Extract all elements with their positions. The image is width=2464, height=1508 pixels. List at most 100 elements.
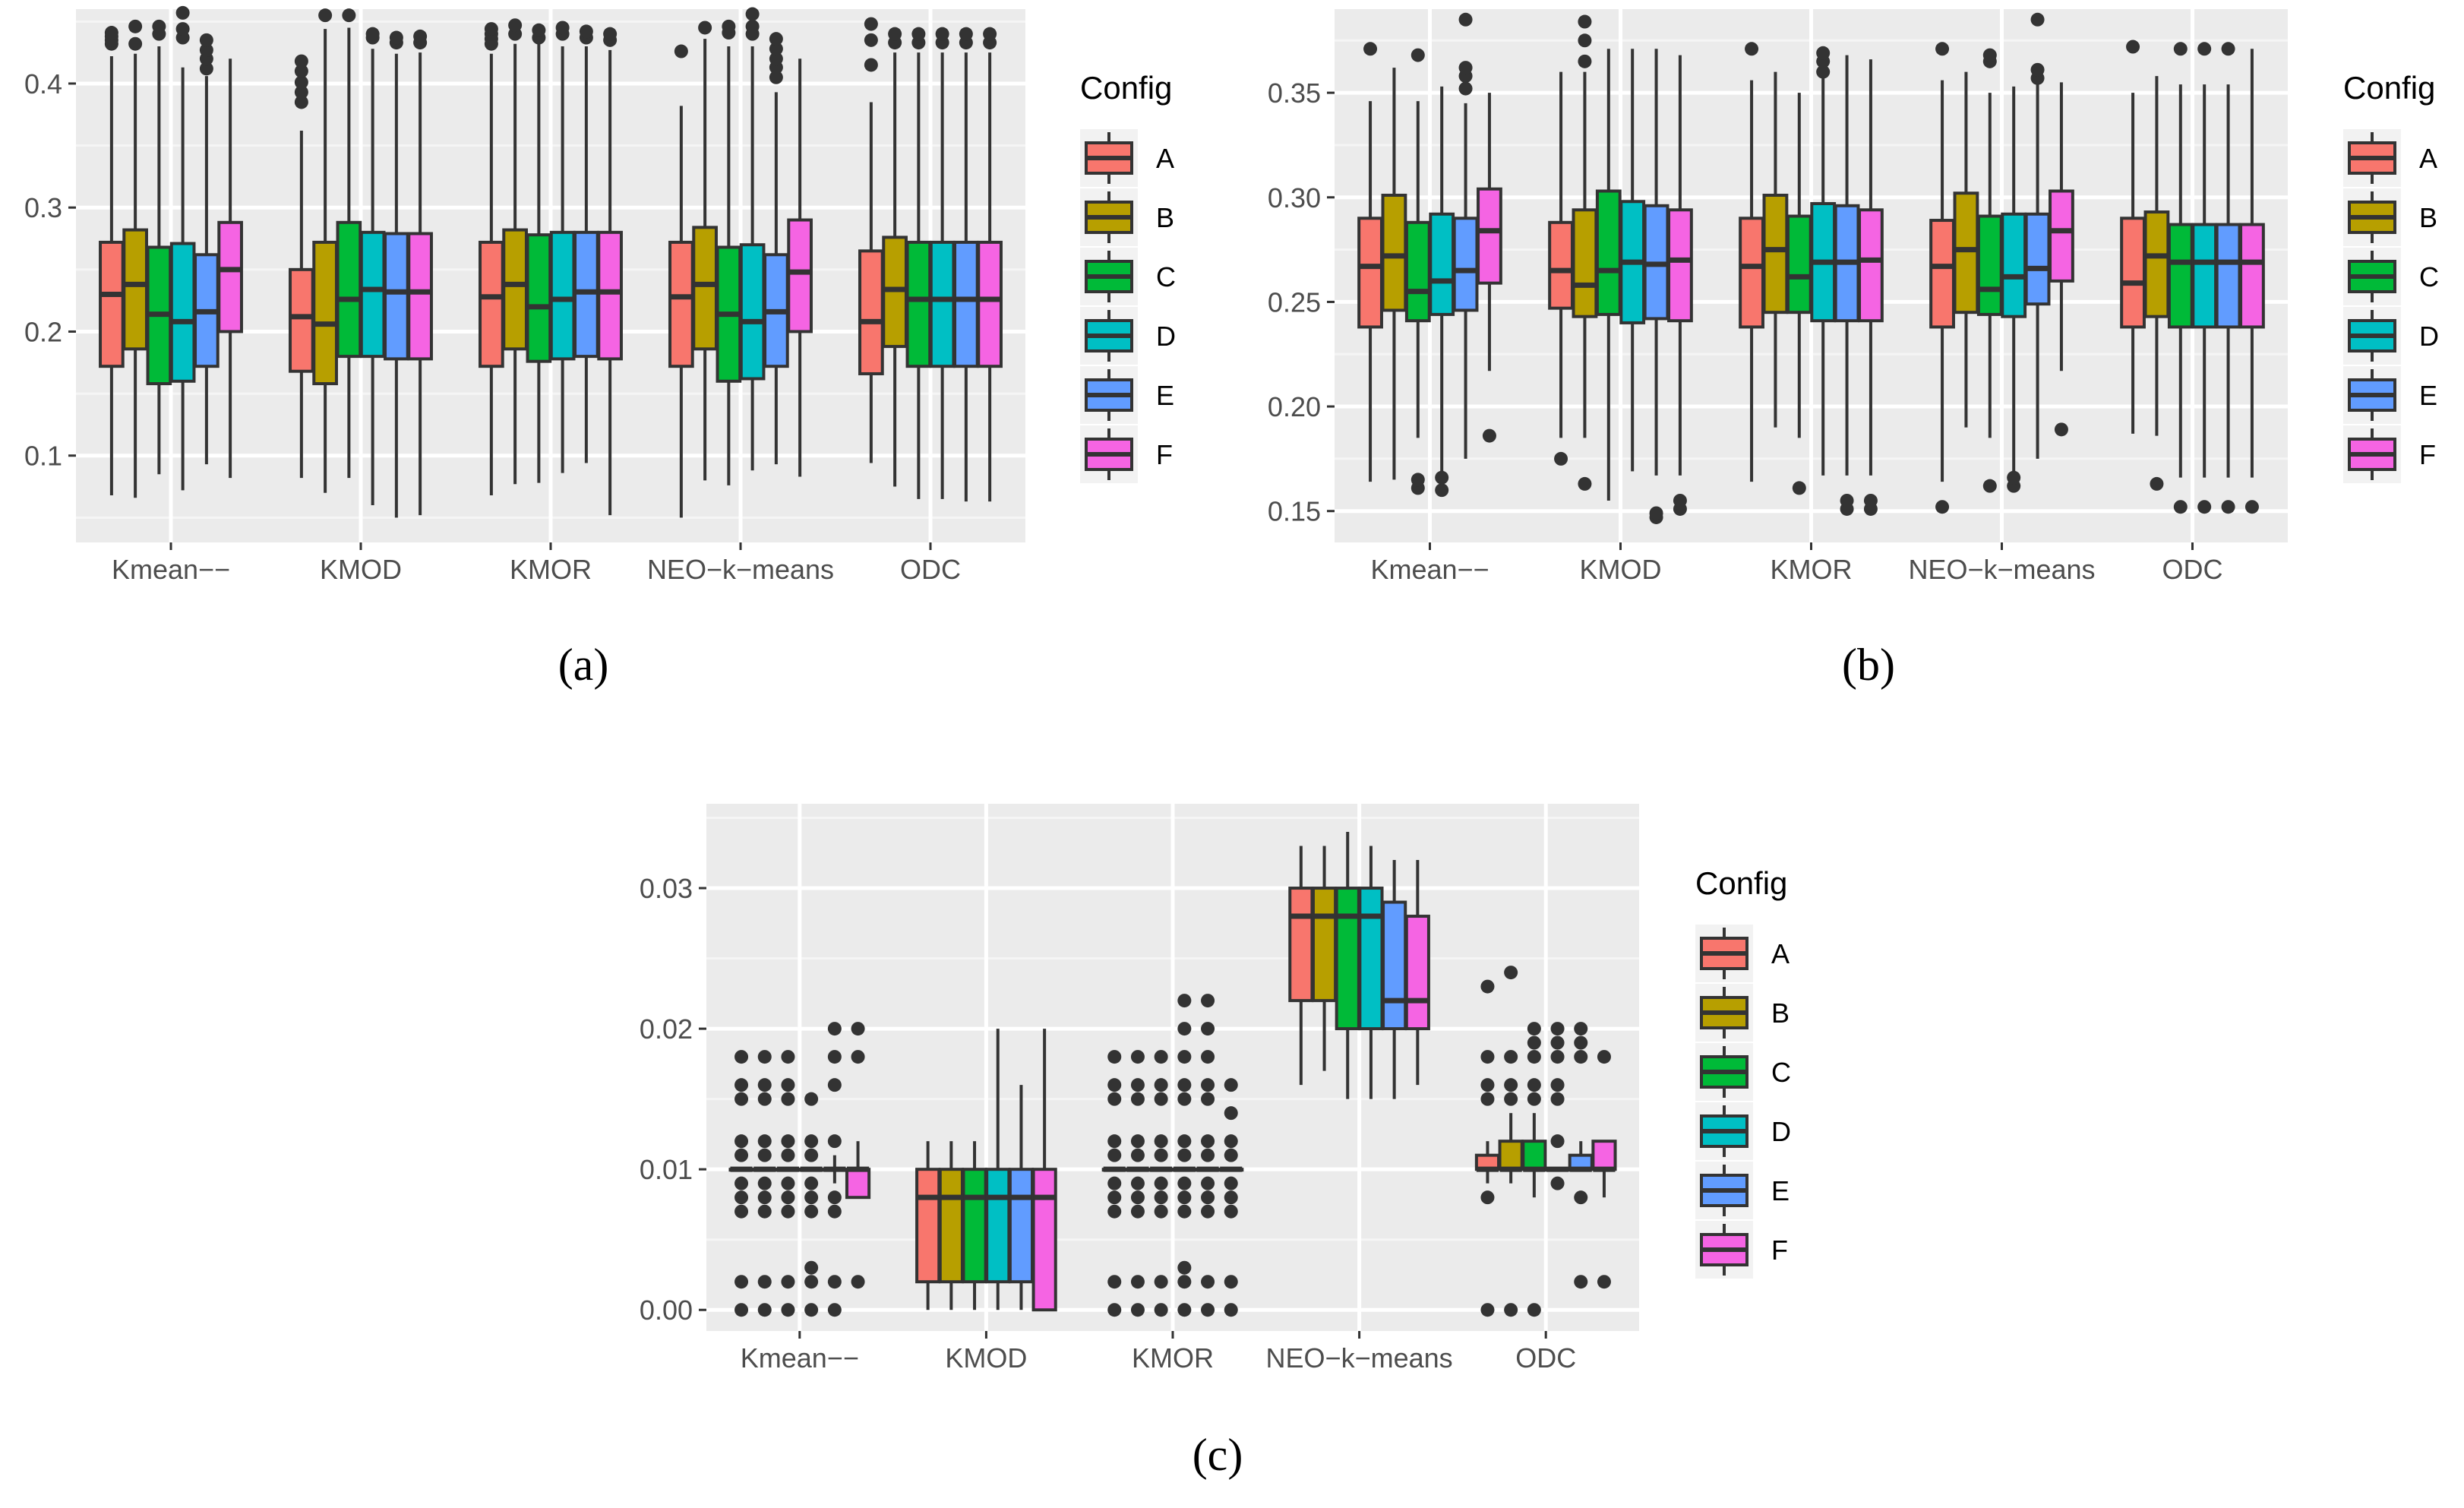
legend-label: A bbox=[1771, 938, 1790, 969]
legend-label: E bbox=[1771, 1175, 1790, 1206]
outlier-point bbox=[1480, 1303, 1495, 1317]
box-body bbox=[2049, 189, 2074, 283]
outlier-point bbox=[781, 1092, 795, 1106]
box-B-ODC bbox=[882, 27, 908, 487]
box-A-KMOR bbox=[1739, 42, 1764, 482]
outlier-point bbox=[1177, 1078, 1192, 1092]
outlier-point bbox=[1130, 1148, 1145, 1162]
outlier-point bbox=[1574, 1190, 1588, 1205]
outlier-point bbox=[2173, 500, 2188, 514]
outlier-point bbox=[318, 8, 333, 23]
outlier-point bbox=[734, 1078, 749, 1092]
box-B-KMOR bbox=[1125, 1050, 1151, 1317]
box-B-KMOD bbox=[938, 1141, 964, 1310]
outlier-point bbox=[2030, 12, 2045, 27]
outlier-point bbox=[769, 70, 783, 84]
outlier-point bbox=[1527, 1035, 1541, 1050]
outlier-point bbox=[1574, 1275, 1588, 1289]
outlier-point bbox=[1982, 48, 1997, 62]
outlier-point bbox=[1201, 1022, 1215, 1036]
outlier-point bbox=[294, 54, 308, 68]
box-body bbox=[1521, 1140, 1547, 1171]
box-A-ODC bbox=[1474, 979, 1501, 1317]
box-body bbox=[526, 233, 552, 363]
outlier-point bbox=[1578, 54, 1592, 68]
outlier-point bbox=[1435, 470, 1449, 485]
outlier-point bbox=[827, 1303, 842, 1317]
outlier-point bbox=[1504, 966, 1518, 980]
y-tick-label: 0.01 bbox=[640, 1154, 693, 1185]
outlier-point bbox=[1578, 476, 1592, 491]
outlier-point bbox=[734, 1176, 749, 1190]
outlier-point bbox=[1224, 1078, 1238, 1092]
outlier-point bbox=[1458, 81, 1473, 96]
legend-label: B bbox=[2419, 202, 2437, 233]
box-body bbox=[1858, 208, 1884, 323]
box-A-KMOR bbox=[1101, 1050, 1127, 1317]
outlier-point bbox=[674, 44, 688, 58]
box-body bbox=[2191, 223, 2218, 329]
outlier-point bbox=[1224, 1190, 1238, 1205]
outlier-point bbox=[864, 33, 878, 47]
box-body bbox=[1452, 217, 1479, 312]
outlier-point bbox=[1177, 1190, 1192, 1205]
x-tick-label: ODC bbox=[2162, 554, 2223, 585]
x-tick-label: NEO−k−means bbox=[1266, 1342, 1453, 1374]
box-F-KMOD bbox=[1031, 1029, 1057, 1312]
outlier-point bbox=[1224, 1204, 1238, 1219]
outlier-point bbox=[555, 21, 570, 35]
outlier-point bbox=[1482, 428, 1496, 443]
outlier-point bbox=[864, 17, 878, 31]
outlier-point bbox=[722, 19, 736, 33]
outlier-point bbox=[1527, 1092, 1541, 1106]
box-B-KMOR bbox=[502, 18, 528, 485]
box-body bbox=[787, 218, 813, 334]
outlier-point bbox=[1107, 1176, 1122, 1190]
outlier-point bbox=[1177, 1176, 1192, 1190]
outlier-point bbox=[1107, 1275, 1122, 1289]
legend-title: Config bbox=[2343, 70, 2435, 106]
panel-label: (b) bbox=[1842, 640, 1895, 690]
outlier-point bbox=[2150, 476, 2164, 491]
outlier-point bbox=[1201, 1134, 1215, 1149]
outlier-point bbox=[1224, 1106, 1238, 1121]
outlier-point bbox=[1177, 1134, 1192, 1149]
outlier-point bbox=[1177, 1022, 1192, 1036]
outlier-point bbox=[757, 1092, 772, 1106]
box-E-ODC bbox=[1568, 1022, 1594, 1289]
box-C-NEO−k−means bbox=[1335, 832, 1360, 1099]
legend-title: Config bbox=[1695, 865, 1787, 901]
box-B-KMOD bbox=[312, 8, 338, 493]
box-F-KMOR bbox=[597, 27, 623, 516]
outlier-point bbox=[781, 1050, 795, 1064]
outlier-point bbox=[734, 1050, 749, 1064]
x-tick-label: KMOD bbox=[945, 1342, 1027, 1374]
box-body bbox=[739, 243, 766, 381]
x-tick-label: KMOR bbox=[1771, 554, 1853, 585]
outlier-point bbox=[827, 1204, 842, 1219]
outlier-point bbox=[1480, 1050, 1495, 1064]
outlier-point bbox=[2197, 500, 2212, 514]
outlier-point bbox=[1480, 1092, 1495, 1106]
outlier-point bbox=[781, 1078, 795, 1092]
box-body bbox=[1404, 915, 1430, 1031]
outlier-point bbox=[1224, 1275, 1238, 1289]
outlier-point bbox=[757, 1275, 772, 1289]
outlier-point bbox=[1177, 1303, 1192, 1317]
outlier-point bbox=[152, 19, 166, 33]
box-F-KMOD bbox=[1667, 55, 1693, 516]
legend-label: B bbox=[1771, 997, 1790, 1029]
box-E-KMOR bbox=[573, 24, 599, 463]
box-F-Kmean−− bbox=[217, 58, 243, 479]
legend-label: E bbox=[1156, 380, 1174, 411]
box-C-KMOD bbox=[336, 8, 362, 479]
outlier-point bbox=[804, 1204, 819, 1219]
outlier-point bbox=[1480, 979, 1495, 994]
box-C-KMOR bbox=[1148, 1050, 1174, 1317]
y-tick-label: 0.20 bbox=[1268, 391, 1321, 422]
box-body bbox=[2239, 223, 2265, 329]
outlier-point bbox=[1224, 1134, 1238, 1149]
box-C-Kmean−− bbox=[146, 19, 172, 475]
box-body bbox=[2215, 223, 2241, 329]
outlier-point bbox=[1154, 1176, 1168, 1190]
